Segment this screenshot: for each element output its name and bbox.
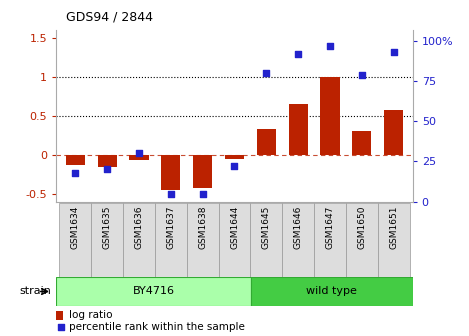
Text: GSM1646: GSM1646 bbox=[294, 206, 303, 249]
Bar bbox=[155, 203, 187, 277]
Bar bbox=[314, 203, 346, 277]
Point bbox=[199, 191, 206, 196]
Bar bbox=[187, 203, 219, 277]
Bar bbox=[250, 203, 282, 277]
Point bbox=[231, 164, 238, 169]
Text: wild type: wild type bbox=[306, 287, 357, 296]
Bar bbox=[66, 155, 85, 165]
Point bbox=[263, 71, 270, 76]
Bar bbox=[257, 129, 276, 155]
Text: GSM1638: GSM1638 bbox=[198, 206, 207, 249]
Text: GSM1651: GSM1651 bbox=[389, 206, 398, 249]
Bar bbox=[251, 277, 413, 306]
Text: GSM1637: GSM1637 bbox=[166, 206, 175, 249]
Text: GSM1635: GSM1635 bbox=[103, 206, 112, 249]
Bar bbox=[346, 203, 378, 277]
Text: GSM1650: GSM1650 bbox=[357, 206, 366, 249]
Point bbox=[57, 325, 65, 330]
Text: GSM1647: GSM1647 bbox=[325, 206, 334, 249]
Bar bbox=[225, 155, 244, 159]
Bar bbox=[219, 203, 250, 277]
Bar bbox=[288, 104, 308, 155]
Bar bbox=[320, 77, 340, 155]
Text: GSM1644: GSM1644 bbox=[230, 206, 239, 249]
Text: GDS94 / 2844: GDS94 / 2844 bbox=[66, 10, 153, 24]
Point bbox=[72, 170, 79, 175]
Point bbox=[135, 151, 143, 156]
Bar bbox=[282, 203, 314, 277]
Text: BY4716: BY4716 bbox=[132, 287, 174, 296]
Text: percentile rank within the sample: percentile rank within the sample bbox=[69, 323, 245, 332]
Text: strain: strain bbox=[20, 287, 52, 296]
Text: log ratio: log ratio bbox=[69, 310, 112, 320]
Text: GSM1634: GSM1634 bbox=[71, 206, 80, 249]
Bar bbox=[56, 277, 251, 306]
Bar bbox=[91, 203, 123, 277]
Point bbox=[358, 72, 365, 77]
Bar bbox=[129, 155, 149, 160]
Point bbox=[326, 43, 334, 48]
Point bbox=[295, 51, 302, 56]
Bar bbox=[56, 311, 63, 320]
Bar bbox=[352, 131, 371, 155]
Bar bbox=[384, 111, 403, 155]
Text: GSM1636: GSM1636 bbox=[135, 206, 144, 249]
Bar bbox=[161, 155, 181, 190]
Bar bbox=[193, 155, 212, 188]
Point bbox=[104, 167, 111, 172]
Bar bbox=[60, 203, 91, 277]
Bar bbox=[98, 155, 117, 167]
Bar bbox=[378, 203, 409, 277]
Bar bbox=[123, 203, 155, 277]
Point bbox=[167, 191, 174, 196]
Point bbox=[390, 49, 397, 55]
Text: GSM1645: GSM1645 bbox=[262, 206, 271, 249]
